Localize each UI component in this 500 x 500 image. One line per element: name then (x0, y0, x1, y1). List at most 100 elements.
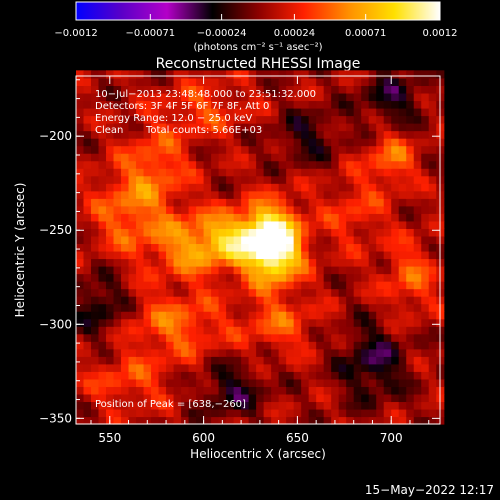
heatmap-cell (338, 205, 347, 214)
heatmap-cell (278, 77, 287, 87)
heatmap-cell (256, 273, 265, 282)
heatmap-cell (83, 183, 92, 192)
heatmap-cell (98, 363, 107, 372)
heatmap-cell (316, 123, 325, 132)
heatmap-cell (188, 258, 197, 267)
heatmap-cell (353, 70, 362, 79)
heatmap-cell (338, 153, 347, 162)
heatmap-cell (398, 401, 407, 410)
heatmap-cell (421, 77, 430, 87)
heatmap-cell (346, 190, 355, 199)
heatmap-cell (218, 145, 227, 154)
heatmap-cell (241, 243, 250, 252)
heatmap-cell (338, 220, 347, 229)
heatmap-cell (181, 363, 190, 372)
heatmap-cell (278, 213, 287, 222)
heatmap-cell (406, 107, 415, 117)
heatmap-cell (196, 416, 205, 425)
heatmap-cell (226, 138, 235, 147)
heatmap-cell (398, 138, 407, 147)
heatmap-cell (241, 145, 250, 154)
heatmap-cell (301, 92, 310, 102)
heatmap-cell (278, 92, 287, 102)
heatmap-cell (218, 175, 227, 184)
heatmap-cell (188, 70, 197, 79)
heatmap-cell (248, 258, 257, 267)
heatmap-cell (331, 153, 340, 162)
heatmap-cell (166, 70, 175, 79)
heatmap-cell (181, 348, 190, 357)
heatmap-cell (136, 401, 145, 410)
heatmap-cell (346, 92, 355, 102)
heatmap-cell (233, 318, 242, 327)
heatmap-cell (173, 288, 182, 297)
heatmap-cell (346, 250, 355, 260)
heatmap-cell (136, 198, 145, 207)
heatmap-cell (421, 145, 430, 154)
heatmap-cell (301, 183, 310, 192)
heatmap-cell (188, 145, 197, 154)
heatmap-cell (158, 130, 167, 139)
heatmap-cell (83, 258, 92, 267)
heatmap-cell (428, 138, 437, 147)
heatmap-cell (263, 311, 272, 320)
heatmap-cell (173, 100, 182, 109)
heatmap-cell (293, 288, 302, 297)
heatmap-cell (181, 92, 190, 102)
heatmap-cell (218, 205, 227, 214)
heatmap-cell (278, 153, 287, 162)
heatmap-cell (203, 401, 212, 410)
heatmap-cell (76, 408, 85, 418)
heatmap-cell (158, 363, 167, 372)
heatmap-cell (91, 296, 100, 305)
heatmap-cell (158, 311, 167, 320)
heatmap-cell (136, 378, 145, 387)
heatmap-cell (76, 393, 85, 403)
heatmap-cell (376, 153, 385, 162)
heatmap-cell (166, 258, 175, 267)
heatmap-cell (106, 341, 115, 350)
heatmap-cell (121, 160, 130, 169)
heatmap-cell (226, 333, 235, 342)
heatmap-cell (76, 303, 85, 312)
heatmap-cell (293, 123, 302, 132)
heatmap-cell (91, 341, 100, 350)
heatmap-cell (233, 378, 242, 387)
heatmap-cell (428, 333, 437, 342)
heatmap-cell (331, 296, 340, 305)
heatmap-cell (256, 363, 265, 372)
heatmap-cell (136, 296, 145, 305)
heatmap-cell (391, 311, 400, 320)
heatmap-cell (338, 273, 347, 282)
heatmap-cell (121, 408, 130, 418)
heatmap-cell (218, 228, 227, 237)
heatmap-cell (421, 100, 430, 109)
heatmap-cell (376, 213, 385, 222)
heatmap-cell (398, 77, 407, 87)
heatmap-cell (218, 393, 227, 403)
heatmap-cell (278, 175, 287, 184)
heatmap-cell (98, 183, 107, 192)
heatmap-cell (301, 318, 310, 327)
heatmap-cell (323, 160, 332, 169)
heatmap-cell (173, 281, 182, 290)
heatmap-cell (128, 296, 137, 305)
heatmap-cell (376, 378, 385, 387)
heatmap-cell (218, 288, 227, 297)
heatmap-cell (308, 92, 317, 102)
heatmap-cell (383, 258, 392, 267)
heatmap-cell (196, 243, 205, 252)
heatmap-cell (151, 371, 160, 380)
heatmap-cell (406, 378, 415, 387)
heatmap-cell (263, 175, 272, 184)
heatmap-cell (293, 235, 302, 245)
heatmap-cell (136, 115, 145, 124)
heatmap-cell (128, 160, 137, 169)
heatmap-cell (166, 85, 175, 94)
heatmap-cell (136, 100, 145, 109)
heatmap-cell (113, 138, 122, 147)
heatmap-cell (143, 205, 152, 214)
heatmap-cell (263, 85, 272, 94)
heatmap-cell (121, 281, 130, 290)
heatmap-cell (181, 198, 190, 207)
